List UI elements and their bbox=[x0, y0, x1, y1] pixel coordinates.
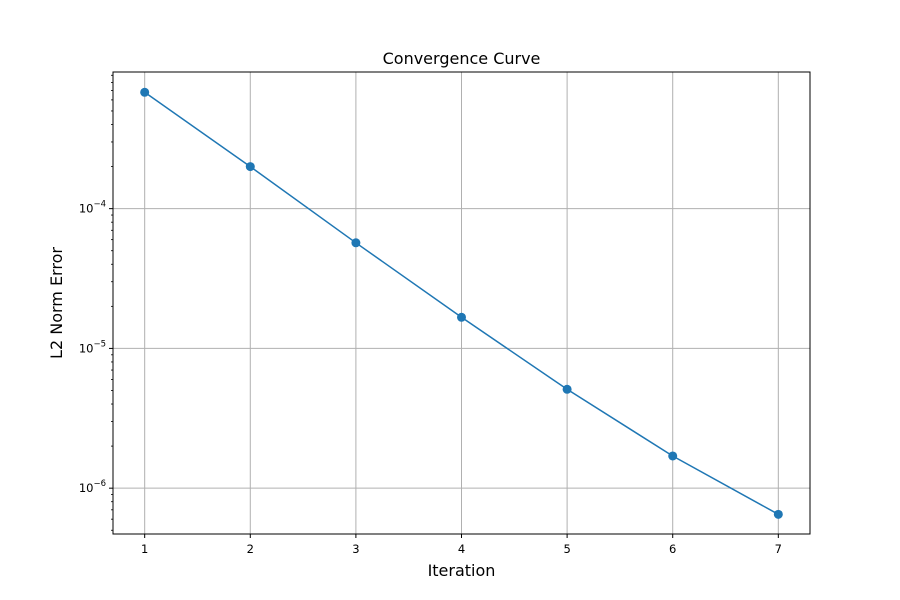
data-point bbox=[457, 312, 466, 322]
data-point bbox=[140, 87, 150, 97]
x-tick-label: 2 bbox=[247, 542, 254, 556]
grid bbox=[113, 72, 810, 534]
y-tick-label: 10−6 bbox=[79, 479, 106, 495]
x-tick-label: 5 bbox=[563, 542, 570, 556]
data-point bbox=[245, 162, 255, 172]
ticks: 1 2 3 4 5 6 7 10−6 10−5 10−4 bbox=[79, 200, 782, 556]
x-tick-label: 4 bbox=[458, 542, 465, 556]
y-tick-label: 10−4 bbox=[79, 200, 106, 216]
data-point bbox=[668, 451, 678, 461]
y-axis-label: L2 Norm Error bbox=[47, 247, 66, 359]
plot-area-frame bbox=[112, 71, 811, 535]
data-point bbox=[773, 509, 783, 519]
x-tick-label: 6 bbox=[669, 542, 676, 556]
data-point bbox=[562, 384, 572, 394]
x-tick-label: 1 bbox=[141, 542, 148, 556]
x-axis-label: Iteration bbox=[428, 561, 496, 580]
chart-title: Convergence Curve bbox=[383, 49, 541, 68]
series-layer bbox=[140, 87, 783, 519]
data-point bbox=[351, 238, 361, 248]
y-tick-label: 10−5 bbox=[79, 339, 106, 355]
x-tick-label: 3 bbox=[352, 542, 359, 556]
x-tick-label: 7 bbox=[775, 542, 782, 556]
